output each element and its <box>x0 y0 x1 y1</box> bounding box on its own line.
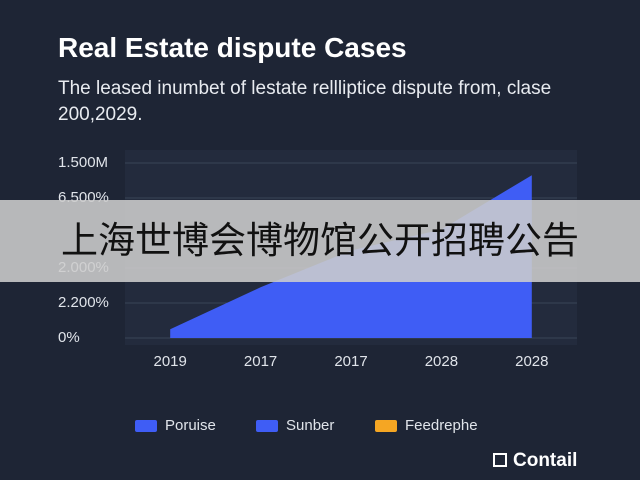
x-tick-label: 2028 <box>425 353 458 370</box>
legend-label: Poruise <box>165 417 216 434</box>
y-tick-label: 0% <box>58 329 80 346</box>
chart-title: Real Estate dispute Cases <box>58 32 407 63</box>
banner: 上海世博会博物馆公开招聘公告 <box>0 200 640 282</box>
legend-label: Feedrephe <box>405 417 478 434</box>
x-tick-label: 2019 <box>154 353 187 370</box>
brand-icon <box>493 453 507 467</box>
brand: Contail <box>493 450 577 472</box>
y-tick-label: 1.500M <box>58 154 108 171</box>
legend-label: Sunber <box>286 417 334 434</box>
x-tick-label: 2017 <box>244 353 277 370</box>
y-tick-label: 2.200% <box>58 294 109 311</box>
x-tick-label: 2028 <box>515 353 548 370</box>
legend-swatch <box>135 420 157 432</box>
chart-subtitle: The leased inumbet of lestate rellliptic… <box>58 78 552 125</box>
x-tick-label: 2017 <box>334 353 367 370</box>
legend-swatch <box>375 420 397 432</box>
legend-swatch <box>256 420 278 432</box>
brand-text: Contail <box>513 450 578 471</box>
